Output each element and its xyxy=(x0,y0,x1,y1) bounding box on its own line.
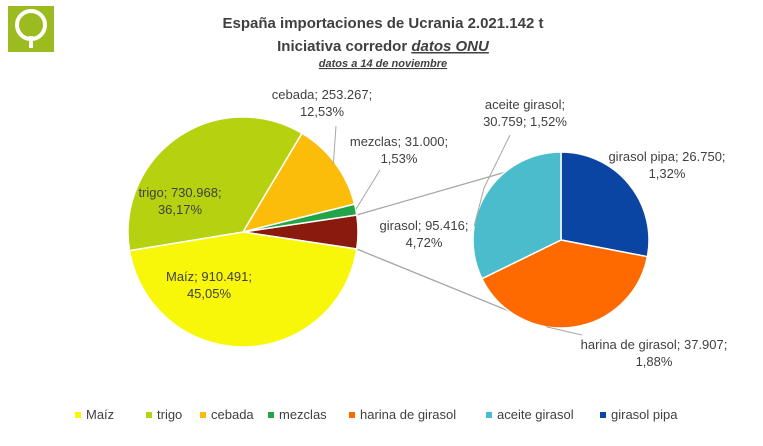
connector-bottom xyxy=(356,248,510,312)
legend-label: Maíz xyxy=(86,407,114,422)
legend-item-girasol-pipa: girasol pipa xyxy=(600,407,678,422)
data-label-aceite-girasol: aceite girasol; 30.759; 1,52% xyxy=(483,97,567,129)
connector-lines xyxy=(356,171,510,312)
main-pie xyxy=(127,116,359,348)
leader-lines xyxy=(332,125,583,336)
legend-swatch xyxy=(486,412,492,418)
data-label-maiz: Maíz; 910.491; 45,05% xyxy=(166,269,252,301)
legend-item-trigo: trigo xyxy=(146,407,182,422)
slice-aceite-girasol xyxy=(472,151,562,280)
data-label-trigo: trigo; 730.968; 36,17% xyxy=(138,185,221,217)
chart-note: datos a 14 de noviembre xyxy=(319,58,447,70)
legend-swatch xyxy=(146,412,152,418)
legend-swatch xyxy=(268,412,274,418)
data-label-cebada: cebada; 253.267; 12,53% xyxy=(272,87,372,119)
leader-mezclas xyxy=(355,169,381,210)
legend-item-mezclas: mezclas xyxy=(268,407,327,422)
legend-swatch xyxy=(200,412,206,418)
logo xyxy=(8,6,54,52)
legend-item-harina-de-girasol: harina de girasol xyxy=(349,407,456,422)
legend-label: harina de girasol xyxy=(360,407,456,422)
chart-title: España importaciones de Ucrania 2.021.14… xyxy=(223,15,544,32)
connector-top xyxy=(356,171,506,216)
slice-mezclas xyxy=(242,203,358,233)
leader-harina-de-girasol xyxy=(546,326,583,336)
sub-pie xyxy=(472,151,650,329)
leader-cebada xyxy=(332,125,337,164)
legend-item-cebada: cebada xyxy=(200,407,254,422)
chart-subtitle: Iniciativa corredor datos ONU xyxy=(277,38,490,55)
slice-trigo xyxy=(127,116,304,252)
legend-swatch xyxy=(600,412,606,418)
legend-item-aceite-girasol: aceite girasol xyxy=(486,407,574,422)
data-label-mezclas: mezclas; 31.000; 1,53% xyxy=(350,134,448,166)
subtitle-link: datos ONU xyxy=(411,38,490,55)
legend-label: cebada xyxy=(211,407,254,422)
data-label-girasol: girasol; 95.416; 4,72% xyxy=(380,218,469,250)
legend-label: aceite girasol xyxy=(497,407,574,422)
slice-cebada xyxy=(241,132,356,234)
data-label-girasol-pipa: girasol pipa; 26.750; 1,32% xyxy=(608,149,725,181)
leader-aceite-girasol-b xyxy=(483,134,511,189)
data-label-harina-de-girasol: harina de girasol; 37.907; 1,88% xyxy=(581,337,728,369)
slice-maiz xyxy=(128,231,358,348)
slice-harina-de-girasol xyxy=(480,239,649,329)
legend-label: girasol pipa xyxy=(611,407,678,422)
leader-aceite-girasol xyxy=(473,187,485,227)
slice-girasol-pipa xyxy=(560,151,650,258)
data-labels: Maíz; 910.491; 45,05% trigo; 730.968; 36,17… xyxy=(138,87,727,369)
legend-item-maiz: Maíz xyxy=(75,407,114,422)
legend: Maíz trigo cebada mezclas harina de girasol a… xyxy=(75,407,678,422)
legend-swatch xyxy=(349,412,355,418)
legend-label: trigo xyxy=(157,407,182,422)
legend-swatch xyxy=(75,412,81,418)
legend-label: mezclas xyxy=(279,407,327,422)
